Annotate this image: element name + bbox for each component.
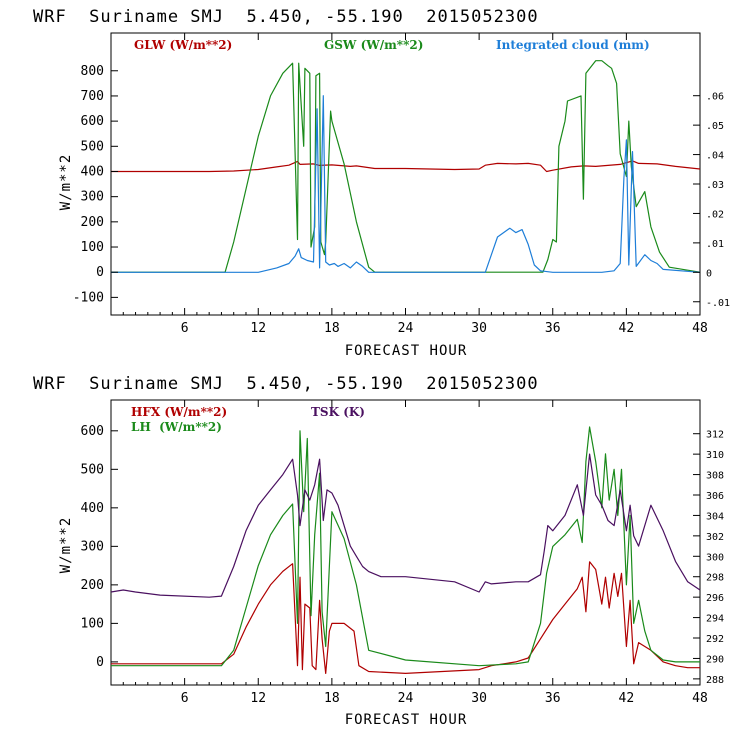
top-x-tick-label: 42 <box>619 321 635 336</box>
top-y-tick-label: 200 <box>81 215 104 230</box>
bottom-y2-tick-label: 312 <box>706 430 724 441</box>
bottom-plot-frame <box>111 400 700 685</box>
bottom-y2-tick-label: 308 <box>706 471 724 482</box>
bottom-y2-tick-label: 302 <box>706 532 724 543</box>
top-x-axis-label: FORECAST HOUR <box>345 343 468 359</box>
bottom-series-hfx-line <box>111 562 700 674</box>
top-y-tick-label: -100 <box>73 290 104 305</box>
top-y-tick-label: 300 <box>81 190 104 205</box>
bottom-y2-tick-label: 300 <box>706 552 724 563</box>
bottom-legend-tsk: TSK (K) <box>311 405 365 419</box>
top-title: WRF Suriname SMJ 5.450, -55.190 20150523… <box>33 7 539 27</box>
top-y2-tick-label: .06 <box>706 92 724 103</box>
top-y2-tick-label: 0 <box>706 268 712 279</box>
top-y2-tick-label: .05 <box>706 121 724 132</box>
top-y2-tick-label: -.01 <box>706 298 730 309</box>
bottom-y2-tick-label: 304 <box>706 511 724 522</box>
top-x-tick-label: 12 <box>250 321 266 336</box>
bottom-y-tick-label: 0 <box>96 655 104 670</box>
bottom-series-layer <box>111 427 700 673</box>
bottom-y-tick-label: 400 <box>81 501 104 516</box>
top-series-layer <box>111 61 700 273</box>
bottom-x-axis-label: FORECAST HOUR <box>345 712 468 728</box>
top-y2-tick-label: .02 <box>706 209 724 220</box>
bottom-x-tick-label: 36 <box>545 691 561 706</box>
top-x-tick-label: 24 <box>398 321 414 336</box>
top-legend-gsw: GSW (W/m**2) <box>324 38 423 52</box>
bottom-y2-tick-label: 298 <box>706 573 724 584</box>
bottom-x-tick-label: 18 <box>324 691 340 706</box>
bottom-x-tick-label: 12 <box>250 691 266 706</box>
bottom-y2-tick-label: 296 <box>706 593 724 604</box>
top-legend-cloud: Integrated cloud (mm) <box>496 38 650 52</box>
bottom-legend-lh: LH (W/m**2) <box>131 420 222 434</box>
bottom-legend-hfx: HFX (W/m**2) <box>131 405 227 419</box>
top-y-tick-label: 700 <box>81 89 104 104</box>
top-y-tick-label: 500 <box>81 139 104 154</box>
bottom-y-tick-label: 300 <box>81 539 104 554</box>
top-y2-tick-label: .03 <box>706 180 724 191</box>
bottom-x-tick-label: 24 <box>398 691 414 706</box>
bottom-y-tick-label: 500 <box>81 462 104 477</box>
top-x-tick-label: 30 <box>471 321 487 336</box>
figure-canvas: WRF Suriname SMJ 5.450, -55.190 20150523… <box>0 0 740 740</box>
bottom-series-lh-line <box>111 427 700 666</box>
top-panel: WRF Suriname SMJ 5.450, -55.190 20150523… <box>33 7 730 359</box>
bottom-y-tick-label: 200 <box>81 578 104 593</box>
bottom-y2-tick-label: 310 <box>706 450 724 461</box>
bottom-y-tick-label: 100 <box>81 616 104 631</box>
top-legend-glw: GLW (W/m**2) <box>134 38 232 52</box>
top-y-tick-label: 400 <box>81 164 104 179</box>
top-x-tick-label: 6 <box>181 321 189 336</box>
top-series-gsw-line <box>111 61 700 273</box>
top-y2-tick-label: .01 <box>706 239 724 250</box>
bottom-y2-tick-label: 290 <box>706 654 724 665</box>
bottom-y2-tick-label: 288 <box>706 675 724 686</box>
top-x-tick-label: 18 <box>324 321 340 336</box>
bottom-title: WRF Suriname SMJ 5.450, -55.190 20150523… <box>33 374 539 394</box>
top-y-axis-label: W/m**2 <box>58 154 74 211</box>
top-y-tick-label: 100 <box>81 240 104 255</box>
bottom-x-tick-label: 6 <box>181 691 189 706</box>
top-x-tick-label: 48 <box>692 321 708 336</box>
bottom-y2-tick-label: 292 <box>706 634 724 645</box>
bottom-x-tick-label: 48 <box>692 691 708 706</box>
top-y-tick-label: 800 <box>81 64 104 79</box>
bottom-x-tick-label: 42 <box>619 691 635 706</box>
top-y-tick-label: 600 <box>81 114 104 129</box>
top-series-glw-line <box>111 161 700 172</box>
top-series-integrated-line <box>111 96 700 273</box>
bottom-x-tick-label: 30 <box>471 691 487 706</box>
bottom-series-tsk-line <box>111 454 700 597</box>
bottom-panel: WRF Suriname SMJ 5.450, -55.190 20150523… <box>33 374 724 728</box>
bottom-y2-tick-label: 306 <box>706 491 724 502</box>
bottom-y-axis-label: W/m**2 <box>58 517 74 574</box>
top-x-tick-label: 36 <box>545 321 561 336</box>
top-y-tick-label: 0 <box>96 265 104 280</box>
bottom-y-tick-label: 600 <box>81 424 104 439</box>
top-y2-tick-label: .04 <box>706 151 724 162</box>
bottom-y2-tick-label: 294 <box>706 614 724 625</box>
